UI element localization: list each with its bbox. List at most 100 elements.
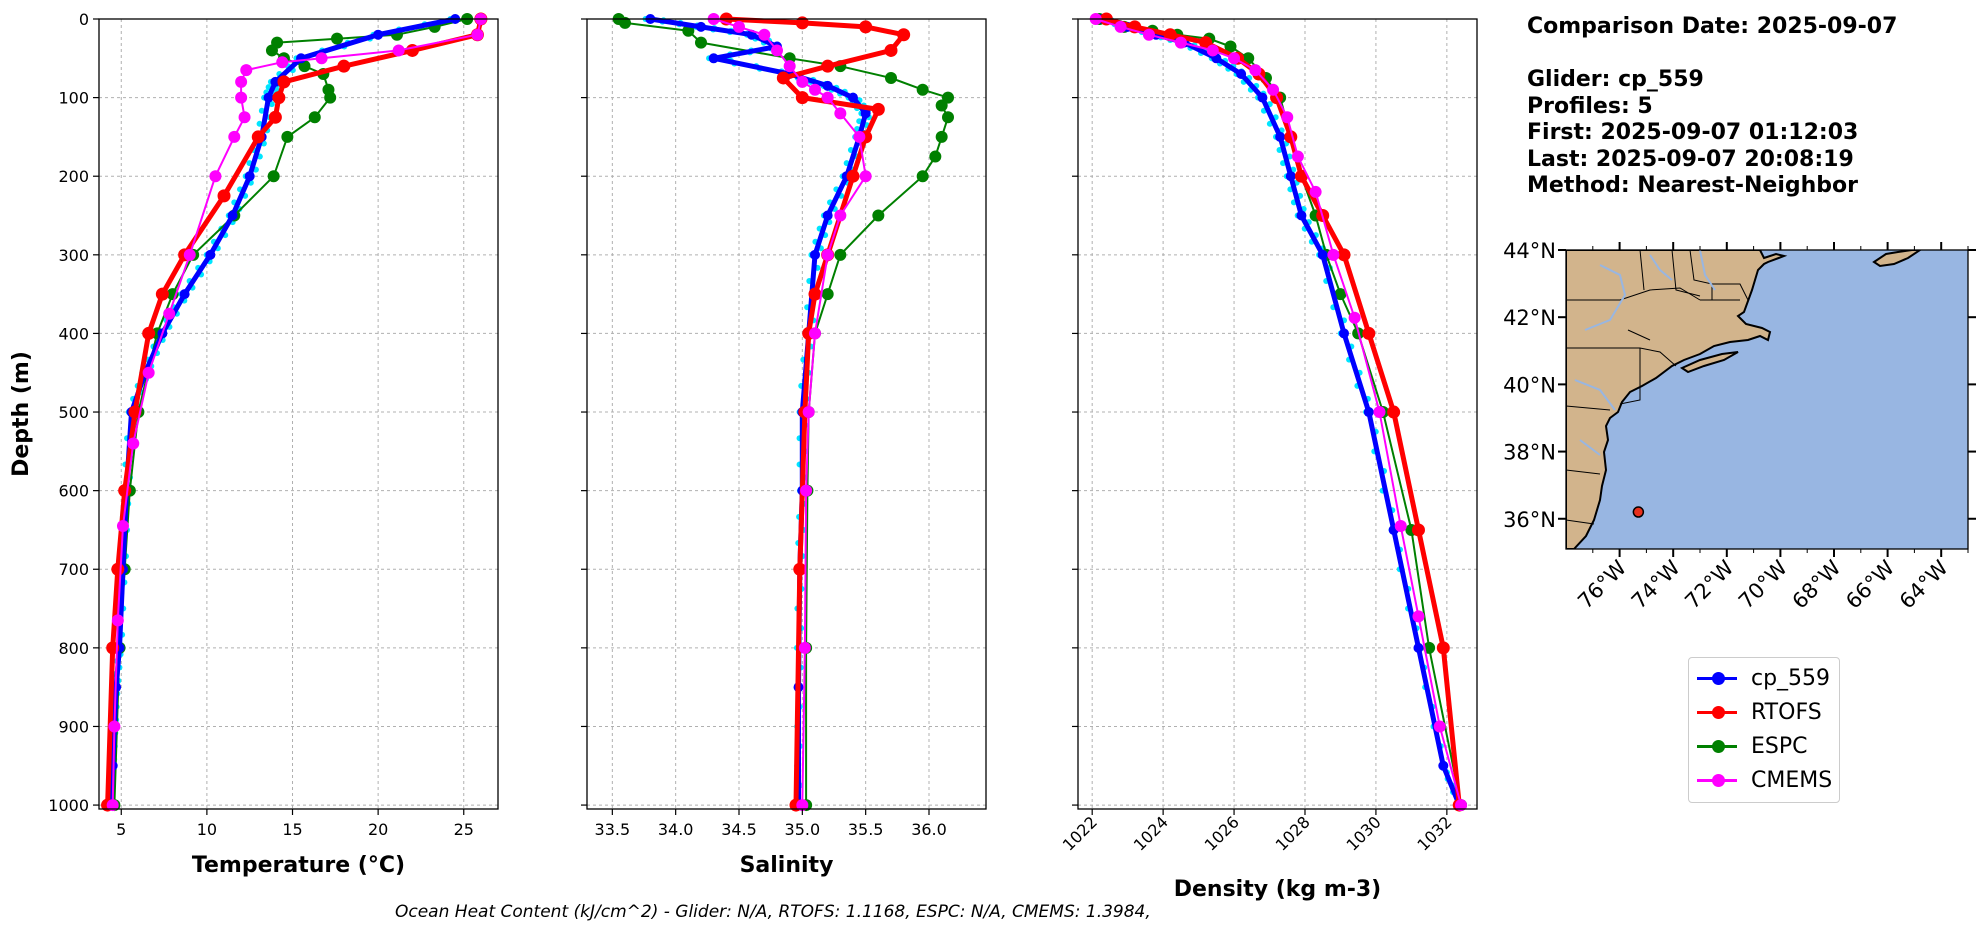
legend: cp_559 RTOFS ESPC CMEMS (1688, 657, 1840, 803)
series-point-rtofs (871, 102, 885, 116)
series-point-cmems (783, 60, 796, 73)
series-point-cmems (834, 107, 847, 120)
series-point-rtofs (846, 169, 860, 183)
series-point-cmems (315, 52, 328, 65)
series-point-rtofs (1436, 641, 1450, 655)
series-point-cmems (1249, 64, 1262, 77)
series-point-cp_559 (1257, 92, 1268, 103)
series-point-cp_559 (708, 53, 719, 64)
temperature-grid (99, 18, 498, 809)
series-point-cp_559 (1236, 69, 1247, 80)
series-point-cp_559 (263, 92, 274, 103)
series-point-rtofs (1199, 36, 1213, 50)
series-point-cmems (853, 130, 866, 143)
glider-name: Glider: cp_559 (1527, 67, 1704, 92)
series-point-cp_559 (227, 210, 238, 221)
series-point-cp_559 (1317, 249, 1328, 260)
series-point-cmems (733, 20, 745, 33)
series-point-espc (1334, 288, 1347, 301)
glider-raw-point (256, 120, 263, 127)
density-series (1089, 12, 1468, 812)
series-point-cmems (1281, 111, 1294, 124)
series-point-cp_559 (696, 21, 706, 32)
legend-label: RTOFS (1751, 699, 1822, 725)
legend-label: CMEMS (1751, 767, 1833, 793)
series-point-cmems (1174, 36, 1187, 49)
series-point-cmems (834, 209, 847, 222)
legend-label: cp_559 (1751, 665, 1831, 691)
series-point-espc (265, 44, 278, 57)
series-point-cmems (1206, 44, 1219, 57)
y-tick-label: 900 (58, 717, 89, 736)
land-area (1566, 250, 1788, 549)
series-point-cmems (183, 248, 196, 261)
map-lon-label: 74°W (1627, 555, 1685, 613)
series-point-cmems (163, 307, 176, 320)
x-tick-label: 1032 (1413, 812, 1455, 854)
series-point-cmems (1455, 799, 1468, 812)
series-point-cp_559 (810, 249, 820, 260)
series-point-espc (885, 71, 897, 84)
map-lon-label: 70°W (1734, 555, 1792, 613)
series-point-cmems (809, 83, 821, 96)
legend-swatch (1697, 739, 1737, 753)
series-point-cmems (771, 44, 783, 57)
series-point-cmems (235, 91, 248, 104)
series-point-cmems (106, 799, 119, 812)
series-point-cp_559 (1438, 760, 1449, 771)
legend-label: ESPC (1751, 733, 1808, 759)
series-point-cmems (1291, 150, 1304, 163)
series-point-cp_559 (1285, 171, 1296, 182)
series-point-rtofs (128, 405, 142, 419)
legend-swatch (1697, 773, 1737, 787)
last-time: Last: 2025-09-07 20:08:19 (1527, 146, 1854, 172)
series-point-espc (935, 130, 948, 143)
series-point-cmems (796, 799, 809, 812)
series-point-espc (929, 150, 942, 163)
x-tick-label: 15 (282, 820, 302, 839)
glider-location-map: 76°W74°W72°W70°W68°W66°W64°W 44°N 42°N 40°N… (1503, 239, 1976, 614)
series-point-cmems (821, 91, 834, 104)
series-point-cp_559 (179, 289, 190, 300)
series-point-rtofs (897, 28, 911, 42)
series-point-espc (821, 288, 834, 301)
salinity-panel: 33.5 34.0 34.5 35.0 35.5 36.0 Salinity (581, 12, 987, 878)
map-lat-label: 36°N (1503, 508, 1556, 532)
x-tick-label: 34.5 (721, 820, 757, 839)
x-tick-label: 1026 (1201, 812, 1243, 854)
series-point-espc (916, 170, 929, 183)
density-xlabel: Density (kg m-3) (1174, 877, 1382, 902)
x-tick-label: 35.5 (848, 820, 884, 839)
x-tick-label: 1030 (1343, 812, 1385, 854)
series-point-espc (1224, 40, 1237, 53)
series-point-espc (281, 130, 294, 143)
series-point-cp_559 (244, 171, 255, 182)
map-lat-label: 42°N (1503, 306, 1556, 330)
map-frame (1565, 249, 1969, 550)
x-tick-label: 33.5 (595, 820, 631, 839)
y-tick-label: 1000 (48, 796, 89, 815)
temperature-panel: 5 10 15 20 25 0 100 200 300 400 500 600 700 800 900 100… (9, 10, 499, 878)
series-point-cmems (209, 170, 222, 183)
series-point-cmems (798, 641, 811, 654)
series-point-cp_559 (296, 53, 307, 64)
series-point-cmems (1142, 28, 1155, 41)
comparison-date: Comparison Date: 2025-09-07 (1527, 14, 1898, 39)
series-point-espc (331, 32, 344, 45)
method: Method: Nearest-Neighbor (1527, 173, 1858, 198)
series-point-cmems (1327, 248, 1340, 261)
series-point-cp_559 (822, 210, 833, 221)
legend-item-rtofs: RTOFS (1697, 698, 1822, 726)
series-point-cmems (1348, 311, 1361, 324)
series-point-cmems (1373, 406, 1386, 419)
series-point-cp_559 (270, 76, 281, 87)
temperature-ticks: 5 10 15 20 25 0 100 200 300 400 500 600 700 800 900 100… (48, 10, 474, 839)
y-tick-label: 500 (58, 403, 89, 422)
series-point-rtofs (1387, 405, 1401, 419)
y-tick-label: 300 (58, 246, 89, 265)
temperature-series (101, 12, 488, 812)
nova-scotia (1872, 250, 1922, 268)
series-point-cmems (1114, 20, 1127, 33)
series-point-cmems (235, 75, 248, 88)
series-point-espc (916, 83, 929, 96)
